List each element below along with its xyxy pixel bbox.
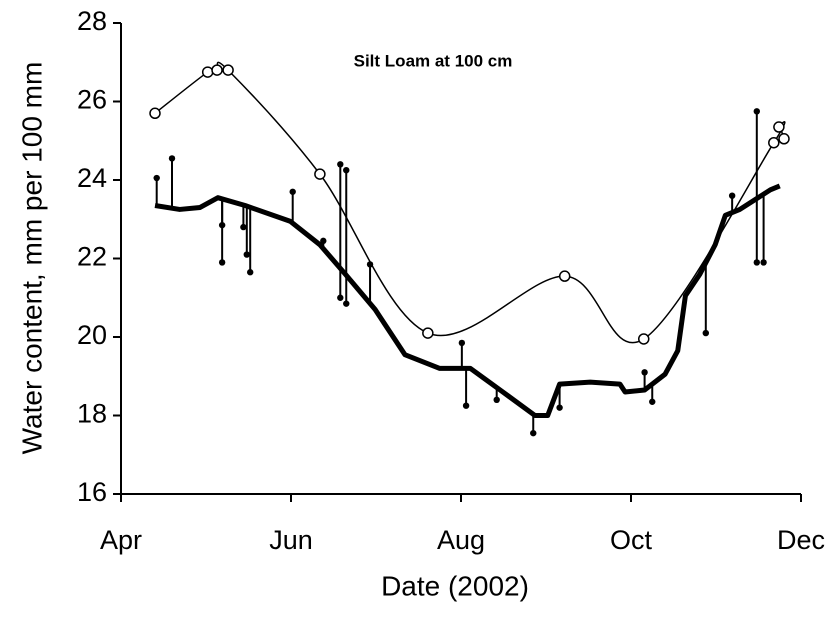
y-tick-label: 18 xyxy=(77,399,107,429)
x-tick-label: Apr xyxy=(100,525,142,555)
data-point xyxy=(768,136,780,149)
data-point xyxy=(337,161,344,168)
data-point xyxy=(558,270,571,282)
y-tick-label: 24 xyxy=(77,163,107,193)
x-tick-label: Jun xyxy=(269,525,313,555)
data-point xyxy=(728,192,736,199)
data-point xyxy=(778,133,790,145)
data-point xyxy=(289,188,296,195)
data-point xyxy=(753,108,760,115)
data-point xyxy=(201,66,214,78)
data-point xyxy=(149,107,161,120)
x-tick-label: Oct xyxy=(610,525,653,555)
data-point xyxy=(638,333,650,345)
data-point xyxy=(343,166,350,174)
data-point xyxy=(211,64,223,76)
data-point xyxy=(422,327,434,339)
y-tick-label: 28 xyxy=(77,6,107,36)
y-tick-label: 16 xyxy=(77,477,107,507)
data-point xyxy=(530,429,537,437)
data-point xyxy=(753,259,760,266)
data-point xyxy=(320,237,327,245)
data-point xyxy=(153,174,160,182)
data-point xyxy=(649,398,656,405)
chart-title: Silt Loam at 100 cm xyxy=(354,51,513,70)
data-point xyxy=(702,329,709,337)
data-point xyxy=(314,168,326,180)
data-point xyxy=(493,396,500,403)
y-tick-label: 20 xyxy=(77,320,107,350)
x-axis-label: Date (2002) xyxy=(381,570,529,601)
data-point xyxy=(462,402,470,409)
data-point xyxy=(240,223,247,231)
data-point xyxy=(760,259,767,266)
series-line xyxy=(154,61,786,344)
series-line xyxy=(154,183,781,418)
y-tick-label: 26 xyxy=(77,85,107,115)
data-point xyxy=(168,155,176,162)
data-point xyxy=(222,64,234,76)
data-point xyxy=(247,269,254,276)
data-point xyxy=(773,121,785,133)
y-axis-label: Water content, mm per 100 mm xyxy=(16,62,47,455)
data-point xyxy=(243,251,250,258)
data-point xyxy=(218,259,226,266)
x-tick-label: Dec xyxy=(777,525,825,555)
y-tick-label: 22 xyxy=(77,242,107,272)
data-point xyxy=(366,261,374,268)
data-point xyxy=(337,294,344,301)
data-point xyxy=(458,339,466,347)
x-tick-label: Aug xyxy=(437,525,485,555)
data-point xyxy=(343,300,350,307)
data-point xyxy=(641,369,648,376)
data-point xyxy=(556,404,563,411)
